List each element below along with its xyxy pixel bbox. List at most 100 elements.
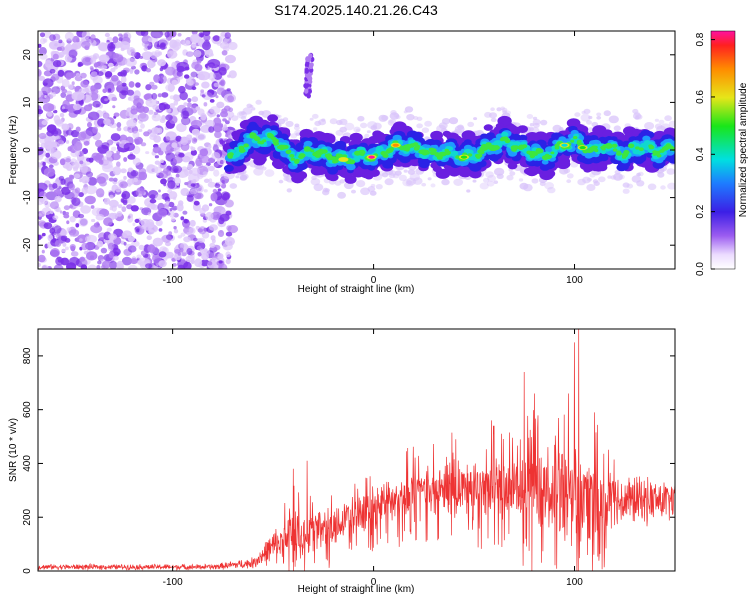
spectrogram-noise-blob [176,70,183,77]
spectrogram-noise-blob [150,127,161,135]
spectrogram-noise-blob [199,155,210,164]
spectrogram-noise-blob [165,83,176,92]
spectrogram-noise-blob [83,140,90,146]
spectrogram-haze-blob [246,103,253,109]
spectrogram-noise-blob [41,249,45,254]
spectrogram-noise-blob [48,183,53,188]
spectrogram-noise-blob [138,166,142,170]
spectrogram-noise-blob [74,173,81,179]
spectrogram-haze-blob [294,123,300,128]
spectrogram-haze-blob [613,173,623,181]
spectrogram-noise-blob [116,262,120,267]
spectrogram-noise-blob [208,126,215,133]
spectrogram-noise-blob [212,188,218,194]
spectrogram-x-tick-label: 0 [371,275,377,286]
spectrogram-noise-blob [112,105,116,109]
spectrogram-haze-blob [366,130,371,134]
spectrogram-haze-blob [312,113,319,119]
spectrogram-noise-blob [45,117,49,121]
spectrogram-noise-blob [92,100,101,108]
spectrogram-noise-blob [165,114,173,121]
spectrogram-noise-blob [101,155,113,165]
spectrogram-ridge-blob [392,121,407,132]
spectrogram-noise-blob [116,42,123,48]
spectrogram-noise-blob [44,95,47,98]
spectrogram-ridge-blob [277,145,282,149]
spectrogram-ridge-blob [545,153,550,157]
spectrogram-ridge-blob [663,145,670,150]
spectrogram-noise-blob [158,189,161,193]
spectrogram-haze-blob [529,123,535,127]
spectrogram-haze-blob [231,115,239,121]
spectrogram-noise-blob [209,242,216,248]
spectrogram-noise-blob [102,88,107,94]
spectrogram-ridge-blob [535,148,543,153]
spectrogram-haze-blob [264,169,275,177]
spectrogram-noise-blob [104,71,113,78]
spectrogram-noise-blob [209,106,221,115]
spectrogram-noise-blob [202,41,211,51]
spectrogram-noise-blob [138,244,145,250]
spectrogram-noise-blob [101,142,110,150]
spectrogram-haze-blob [424,120,432,127]
spectrogram-ridge-blob [354,167,366,175]
spectrogram-haze-blob [666,168,675,175]
spectrogram-ridge-blob [476,153,483,158]
spectrogram-spur-blob [304,72,310,78]
spectrogram-ridge-blob [412,142,419,147]
spectrogram-haze-blob [240,115,247,120]
spectrogram-noise-blob [180,232,186,237]
spectrogram-hotspot [392,143,399,147]
spectrogram-haze-blob [473,117,478,121]
spectrogram-noise-blob [91,218,96,223]
spectrogram-noise-blob [143,46,148,52]
spectrogram-ridge-blob [507,162,518,170]
spectrogram-ridge-blob [364,173,374,180]
spectrogram-noise-blob [74,150,81,157]
spectrogram-ridge-blob [413,146,420,151]
spectrogram-noise-blob [87,264,97,269]
spectrogram-noise-blob [200,89,205,93]
spectrogram-haze-blob [277,118,286,125]
spectrogram-haze-blob [381,172,389,178]
spectrogram-noise-blob [195,106,201,111]
spectrogram-noise-blob [67,84,74,90]
spectrogram-haze-blob [251,107,256,111]
spectrogram-haze-blob [421,127,430,133]
spectrogram-noise-blob [208,203,213,207]
spectrogram-noise-blob [168,201,175,208]
spectrogram-noise-blob [205,211,214,221]
colorbar-tick-label: 0.6 [695,90,706,104]
spectrogram-noise-blob [116,211,123,217]
spectrogram-ridge-blob [393,152,401,159]
spectrogram-haze-blob [398,174,407,182]
spectrogram-ridge-blob [267,114,278,123]
spectrogram-ridge-blob [316,150,324,156]
spectrogram-noise-blob [38,91,42,98]
spectrogram-haze-blob [613,125,621,131]
spectrogram-noise-blob [127,154,136,160]
spectrogram-noise-blob [61,248,66,253]
spectrogram-noise-blob [187,98,192,103]
spectrogram-noise-blob [122,230,133,239]
spectrogram-noise-blob [168,231,173,236]
spectrogram-noise-blob [163,104,171,110]
spectrogram-noise-blob [186,248,193,255]
spectrogram-noise-blob [55,233,61,238]
spectrogram-ridge-blob [518,144,525,149]
spectrogram-noise-blob [103,118,111,126]
spectrogram-noise-blob [218,67,227,76]
spectrogram-haze-blob [574,112,581,117]
spectrogram-noise-blob [116,126,122,132]
spectrogram-marks [38,31,675,269]
spectrogram-noise-blob [116,80,123,88]
spectrogram-haze-blob [466,189,471,193]
spectrogram-spur-blob [305,56,310,63]
spectrogram-noise-blob [216,114,220,118]
spectrogram-ridge-blob [502,137,509,142]
spectrogram-noise-blob [227,95,235,103]
spectrogram-noise-blob [203,34,211,41]
spectrogram-noise-blob [112,166,122,176]
